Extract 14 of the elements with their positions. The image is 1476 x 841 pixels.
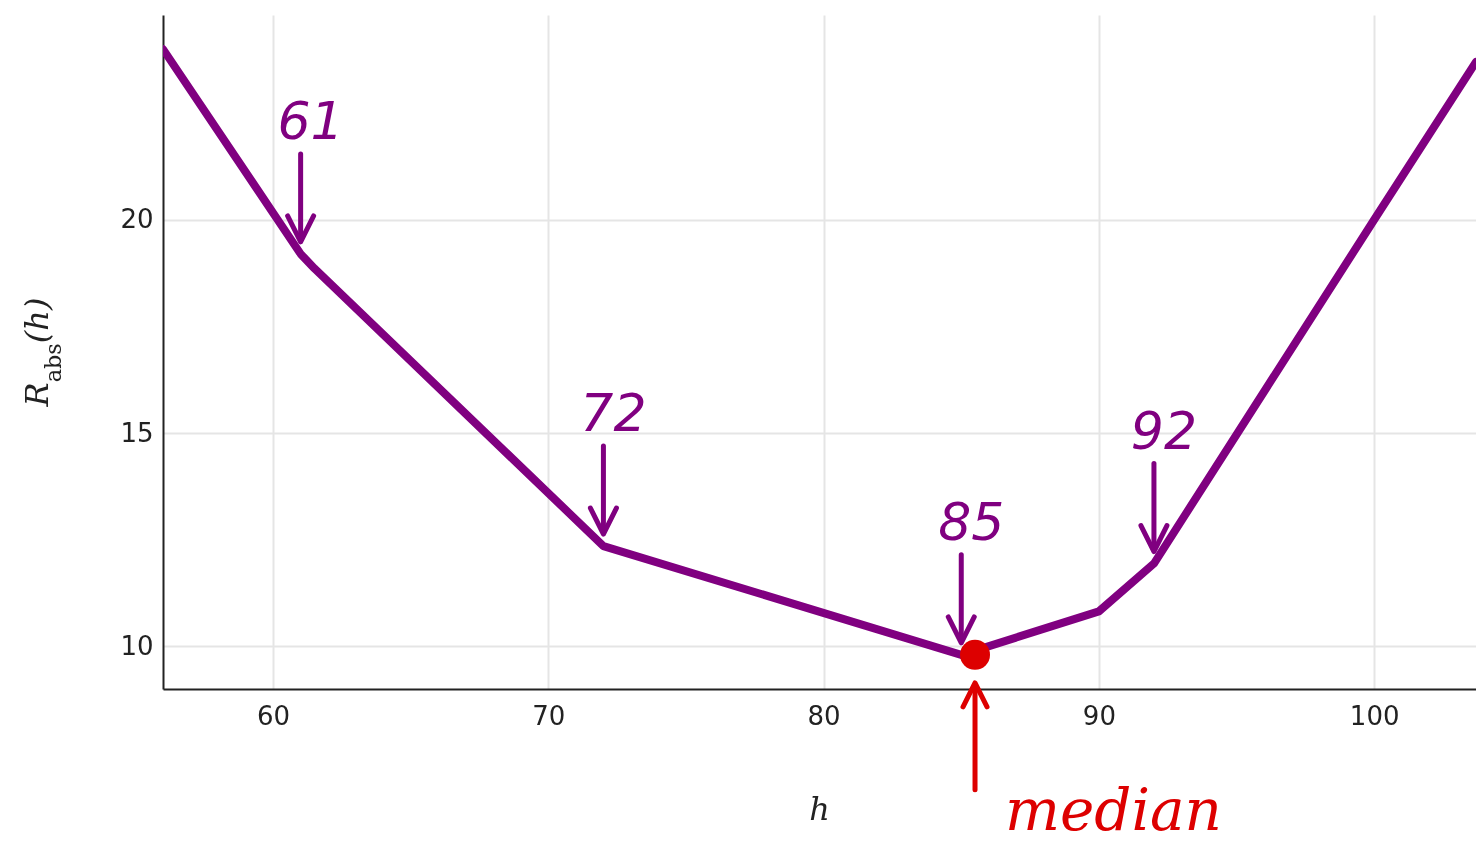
x-tick-label: 90 xyxy=(1082,700,1116,731)
y-tick-label: 20 xyxy=(120,204,154,235)
annotation: 85 xyxy=(938,491,1005,552)
y-tick-label: 10 xyxy=(120,630,154,661)
x-axis-title: h xyxy=(809,790,830,828)
annotation: 92 xyxy=(1130,400,1198,461)
x-tick-label: 80 xyxy=(807,700,841,731)
annotation: 72 xyxy=(580,383,647,444)
x-tick-label: 70 xyxy=(532,700,566,731)
annotation: median xyxy=(1005,775,1222,841)
y-tick-label: 15 xyxy=(120,417,154,448)
x-tick-label: 100 xyxy=(1349,700,1400,731)
annotation: 61 xyxy=(277,90,344,151)
x-tick-label: 60 xyxy=(257,700,291,731)
